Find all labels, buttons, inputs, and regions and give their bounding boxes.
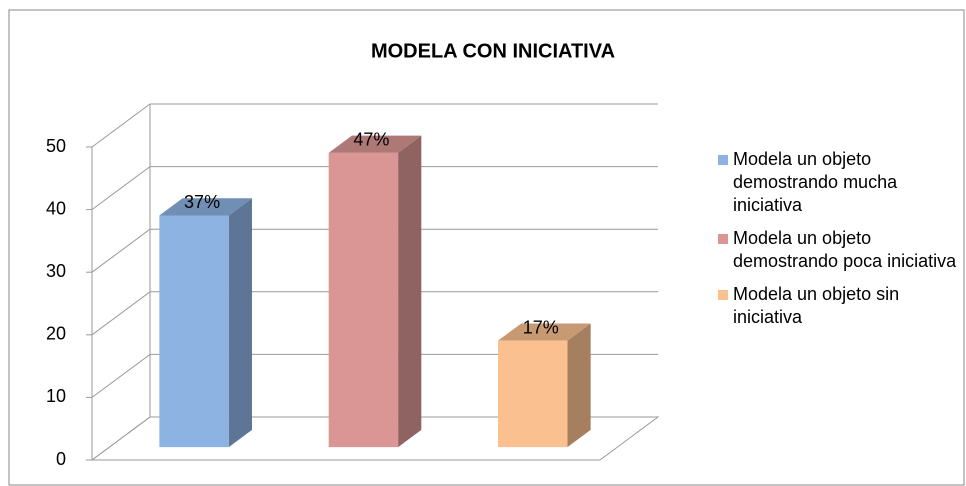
grid-line (91, 166, 151, 211)
legend-entry: Modela un objeto demostrando mucha inici… (718, 148, 958, 217)
bar (328, 152, 399, 448)
legend-entry: Modela un objeto sin iniciativa (718, 283, 958, 329)
chart-border (8, 9, 965, 486)
bar (498, 340, 568, 448)
y-tick-label: 30 (46, 261, 66, 281)
grid-line (91, 228, 151, 273)
legend-label: Modela un objeto sin iniciativa (733, 284, 900, 327)
legend: Modela un objeto demostrando mucha inici… (718, 148, 958, 339)
data-label: 37% (184, 192, 220, 212)
legend-swatch (718, 234, 728, 244)
bar-top (159, 198, 252, 216)
bar-top (498, 323, 591, 341)
legend-label: Modela un objeto demostrando poca inicia… (733, 228, 957, 271)
y-tick-label: 0 (56, 449, 66, 469)
grid-line (91, 416, 151, 461)
bar-top (328, 135, 422, 153)
legend-entry: Modela un objeto demostrando poca inicia… (718, 227, 958, 273)
bar-side (228, 198, 252, 448)
y-tick-label: 50 (46, 136, 66, 156)
bar (159, 215, 229, 448)
y-tick-label: 20 (46, 324, 66, 344)
y-tick-label: 10 (46, 386, 66, 406)
chart-title: MODELA CON INICIATIVA (371, 40, 615, 62)
legend-swatch (718, 290, 728, 300)
data-label: 17% (523, 317, 559, 337)
legend-label: Modela un objeto demostrando mucha inici… (733, 149, 898, 215)
data-label: 47% (353, 130, 389, 150)
legend-swatch (718, 155, 728, 165)
bar-side (398, 135, 422, 448)
grid-line (91, 291, 151, 336)
bar-side (567, 323, 591, 448)
grid-line (91, 353, 151, 398)
grid-line (91, 103, 151, 148)
y-tick-label: 40 (46, 198, 66, 218)
